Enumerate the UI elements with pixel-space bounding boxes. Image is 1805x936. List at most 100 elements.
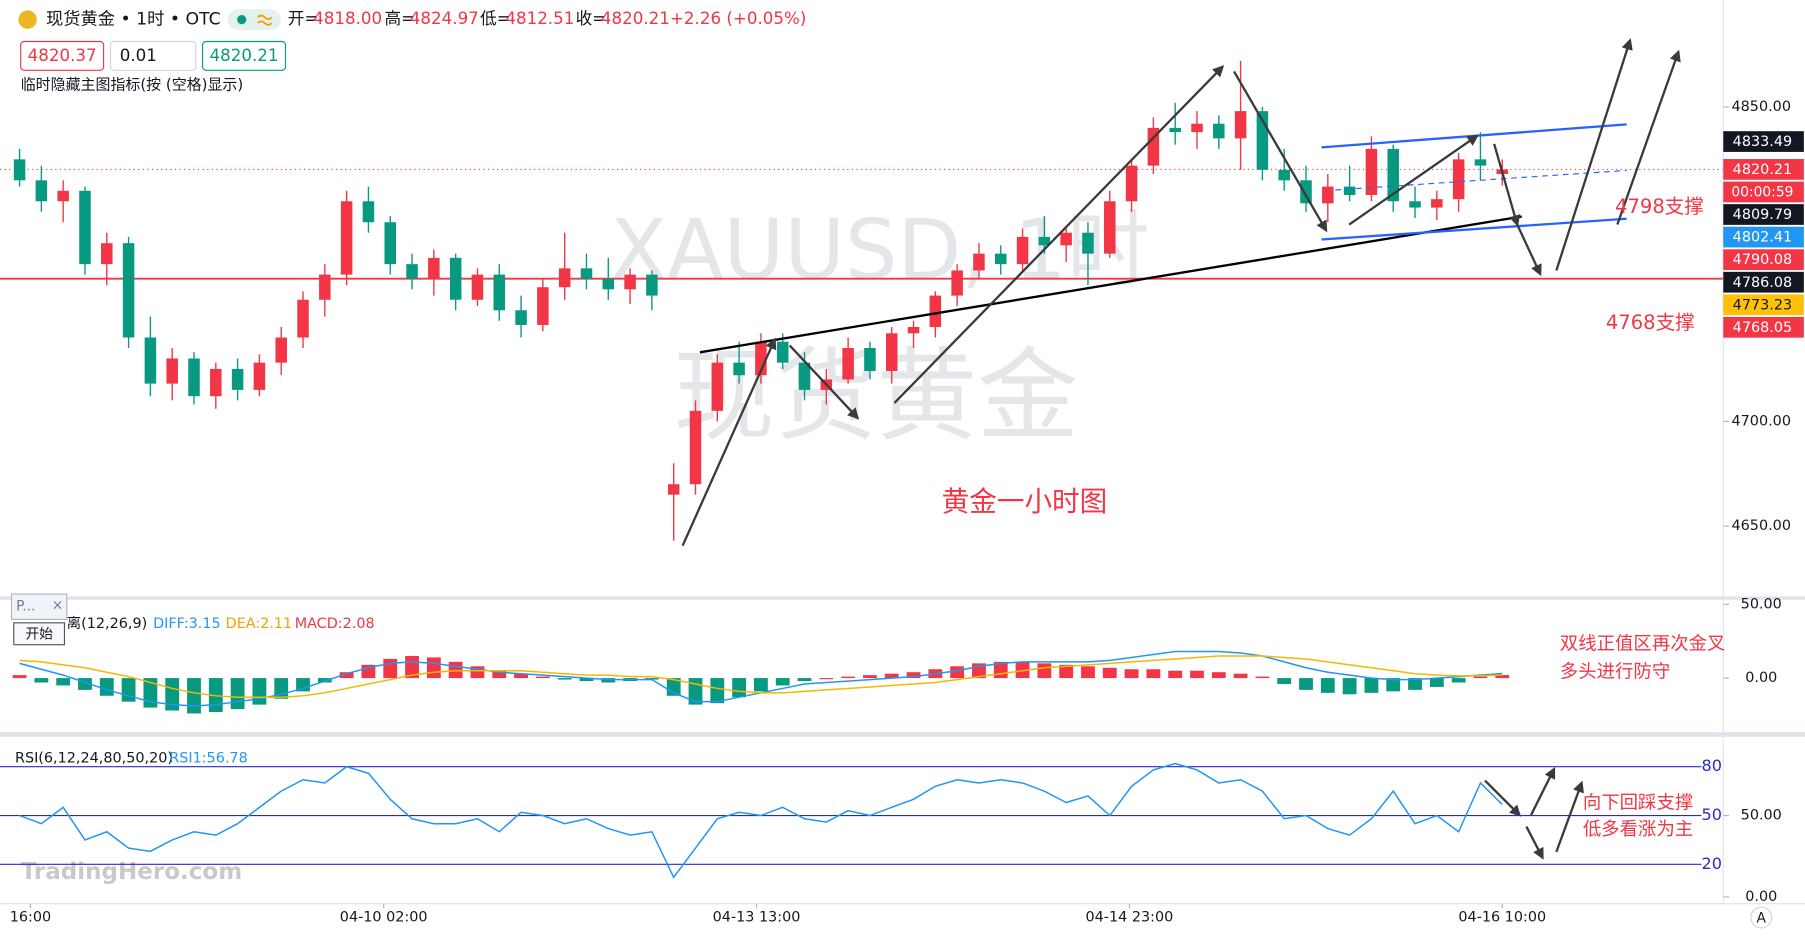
candle-body	[602, 278, 615, 290]
status-icon	[257, 14, 273, 26]
macd-bar	[339, 672, 354, 679]
status-dot	[237, 15, 247, 25]
candle-body	[1300, 180, 1312, 204]
arrow	[1516, 224, 1542, 277]
symbol-title: 现货黄金 • 1时 • OTC	[46, 10, 221, 30]
macd-bar	[78, 678, 92, 690]
price-tag	[1723, 249, 1804, 270]
status-pill[interactable]	[227, 9, 281, 30]
macd-bar	[644, 678, 659, 680]
macd-bar	[1081, 666, 1095, 679]
macd-bar	[710, 678, 725, 704]
candle-body	[1191, 123, 1203, 133]
hint: 临时隐藏主图指标(按 (空格)显示)	[21, 76, 243, 94]
rsi-line	[19, 762, 1503, 879]
candle-body	[515, 310, 527, 325]
candle-body	[406, 264, 418, 279]
logo: TradingHero.com	[21, 859, 243, 885]
macd-tick-label: 50.00	[1741, 596, 1782, 612]
rsi-band-label: 80	[1702, 756, 1723, 775]
macd-bar	[165, 678, 180, 711]
candle-body	[973, 253, 985, 271]
start-button[interactable]	[13, 622, 66, 646]
price-tick-label: 4700.00	[1732, 413, 1791, 429]
arrow	[1555, 780, 1584, 853]
price-tag	[1723, 131, 1804, 152]
annotation: 多头进行防守	[1560, 661, 1670, 682]
rsi-tick-label: 50.00	[1741, 808, 1782, 824]
arrow	[1616, 49, 1681, 225]
macd-bar	[732, 678, 747, 698]
candle-body	[1365, 148, 1378, 195]
ask-price: 4820.21	[210, 46, 279, 65]
macd-bar	[1190, 670, 1204, 679]
price-tag	[1723, 159, 1804, 180]
annotation: 低多看涨为主	[1583, 819, 1693, 840]
rsi-band-label: 20	[1702, 854, 1723, 873]
candle-body	[1060, 232, 1072, 246]
macd-bar	[1408, 678, 1422, 690]
candle-body	[1169, 127, 1181, 133]
arrow	[1484, 779, 1522, 817]
macd-bar	[950, 666, 965, 679]
candle-body	[798, 362, 811, 390]
ohlc-value: 4820.21	[601, 9, 670, 28]
popup-close[interactable]: ×	[52, 598, 64, 614]
candle-body	[1147, 127, 1160, 166]
candle-body	[1104, 201, 1116, 254]
macd-bar	[1146, 669, 1161, 679]
candle-body	[1343, 186, 1356, 195]
candle-body	[1256, 111, 1269, 170]
macd-bar	[1059, 664, 1074, 679]
arrow	[1233, 70, 1328, 233]
start-label: 开始	[25, 626, 53, 642]
drawings	[681, 38, 1681, 860]
candle-body	[733, 362, 745, 376]
macd-bar	[688, 678, 703, 705]
macd-bar	[34, 678, 49, 683]
price-tag-label: 4786.08	[1733, 275, 1792, 291]
annotation: 黄金一小时图	[942, 485, 1108, 518]
price-tag-label: 4768.05	[1733, 320, 1792, 336]
series	[13, 60, 1509, 541]
price-tick-label: 4850.00	[1732, 99, 1791, 115]
macd-bar	[492, 670, 507, 679]
macd-bar	[1429, 678, 1444, 687]
candle-body	[449, 257, 462, 300]
auto-button[interactable]	[1750, 906, 1773, 929]
size-input[interactable]	[109, 40, 197, 71]
macd-bar	[775, 678, 790, 686]
dea-line	[19, 655, 1503, 698]
candle-body	[79, 190, 91, 265]
pane-separator	[0, 596, 1805, 600]
sell-button[interactable]	[20, 40, 105, 71]
arrow	[1348, 134, 1479, 226]
macd-bar	[819, 678, 834, 680]
macd-bar	[1386, 678, 1401, 692]
watermark-symbol: XAUUSD, 1时	[610, 202, 1150, 299]
candle-body	[1431, 199, 1443, 208]
buy-button[interactable]	[202, 40, 287, 71]
candle-body	[122, 243, 135, 338]
diff-legend: DIFF:3.15	[153, 616, 221, 632]
macd-bar	[1037, 663, 1052, 679]
indicator-legends: 离(12,26,9) DIFF:3.15 DEA:2.11 MACD:2.08 …	[10, 593, 375, 767]
candle-body	[711, 362, 724, 411]
macd-tick-label: 0.00	[1745, 670, 1777, 686]
candle-body	[864, 347, 876, 372]
macd-bar	[1364, 678, 1379, 693]
macd-bar	[1277, 678, 1292, 684]
macd-bar	[426, 657, 441, 679]
macd-bar	[12, 675, 27, 679]
macd-bar	[1168, 670, 1183, 679]
macd-bar	[535, 676, 550, 679]
macd-bar	[1102, 667, 1117, 679]
price-tag	[1723, 294, 1804, 316]
macd-bar	[841, 676, 856, 679]
candle-body	[340, 201, 353, 275]
price-tag-label: 4833.49	[1733, 134, 1792, 150]
annotation: 双线正值区再次金叉	[1560, 634, 1726, 655]
candle-body	[13, 159, 26, 181]
ohlc-label: 收=	[576, 9, 607, 28]
